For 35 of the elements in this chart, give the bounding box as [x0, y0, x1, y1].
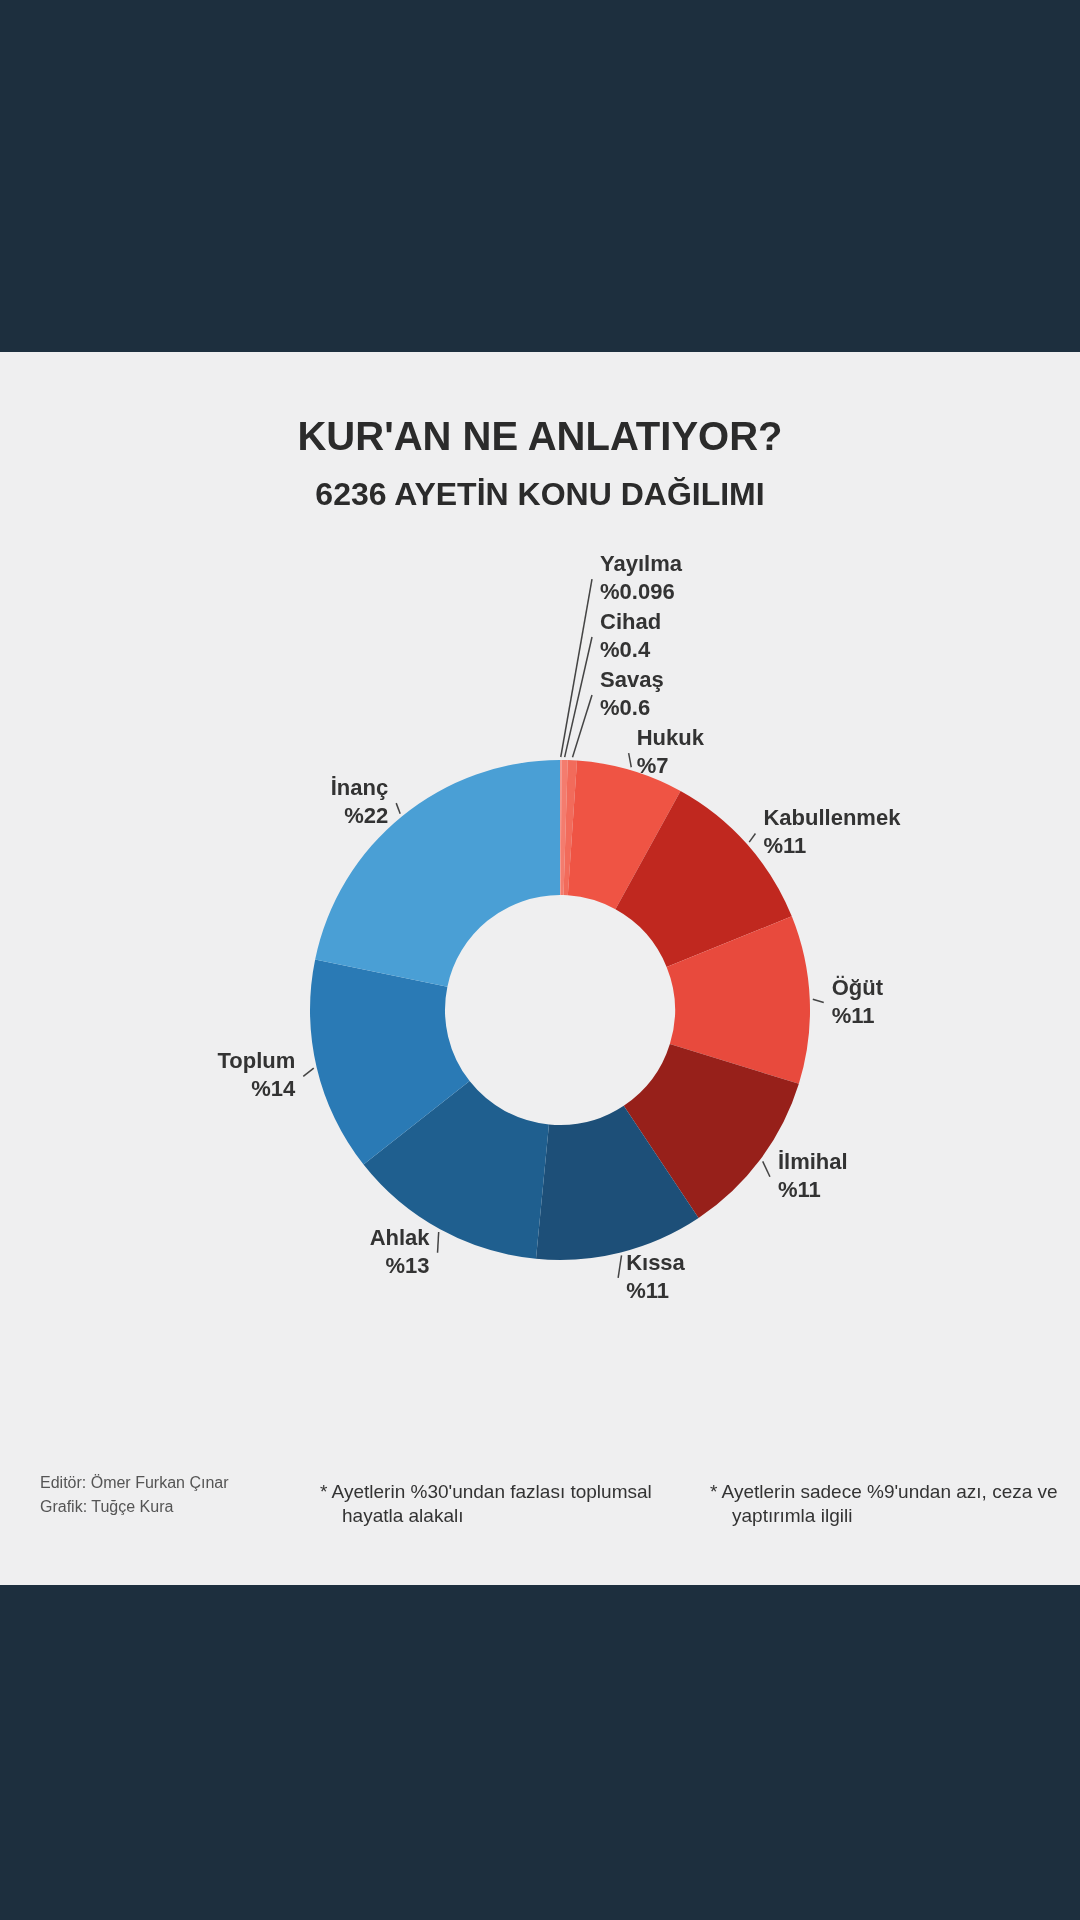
data-label: %13	[385, 1252, 430, 1278]
data-label: %22	[344, 803, 389, 829]
slice-label: Kıssa	[626, 1249, 686, 1275]
slice-label: Cihad	[600, 609, 662, 635]
slice-label: Ahlak	[369, 1224, 431, 1250]
data-label: %14	[251, 1076, 297, 1102]
text: * Ayetlerin %30'undan fazlası toplumsal hayatla alakalı	[320, 1480, 653, 1528]
donut-slice	[560, 760, 568, 896]
data-label: %11	[831, 1002, 875, 1028]
slice-label: Yayılma	[600, 551, 683, 577]
data-label: %7	[636, 753, 669, 779]
text: Grafik: Tuğçe Kura	[40, 1498, 174, 1515]
data-label: %11	[763, 833, 807, 859]
donut-slice	[666, 916, 810, 1084]
slice-label: Savaş	[600, 667, 664, 693]
chart-subtitle: 6236 AYETİN KONU DAĞILIMI	[315, 476, 765, 512]
data-label: %11	[626, 1277, 669, 1303]
data-label: %0.6	[600, 695, 651, 721]
slice-label: Hukuk	[636, 725, 705, 751]
data-label: %0.096	[600, 579, 675, 605]
chart-title: KUR'AN NE ANLATIYOR?	[297, 414, 783, 458]
slice-label: İnanç	[330, 775, 389, 801]
donut-slice	[567, 760, 681, 910]
slice-label: Kabullenmek	[763, 805, 902, 831]
donut-slice	[563, 760, 578, 896]
data-label: %0.4	[600, 637, 651, 663]
text: Editör: Ömer Furkan Çınar	[40, 1474, 230, 1491]
donut-slice	[363, 1081, 549, 1259]
data-label: %11	[777, 1176, 821, 1202]
slice-label: İlmihal	[777, 1148, 848, 1174]
text: * Ayetlerin sadece %9'undan azı, ceza ve yaptırımla ilgili	[710, 1480, 1059, 1528]
slice-label: Toplum	[217, 1048, 296, 1074]
donut-slice	[310, 959, 470, 1165]
slice-label: Öğüt	[831, 974, 884, 1000]
donut-slice	[315, 760, 560, 987]
